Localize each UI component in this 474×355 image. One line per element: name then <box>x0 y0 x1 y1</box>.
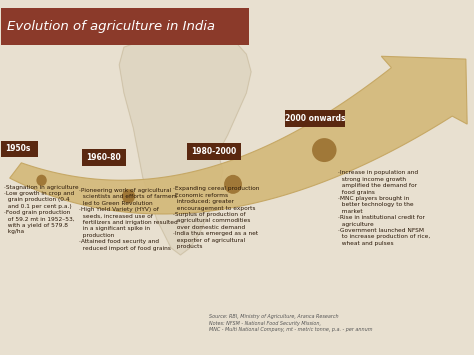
Ellipse shape <box>122 189 135 203</box>
Text: ·Stagnation in agriculture
·Low growth in crop and
  grain production (0.4
  and: ·Stagnation in agriculture ·Low growth i… <box>4 185 78 234</box>
Text: ·Expanding cereal production
·Economic reforms
  introduced; greater
  encourage: ·Expanding cereal production ·Economic r… <box>173 186 260 249</box>
Polygon shape <box>119 29 251 255</box>
FancyBboxPatch shape <box>187 143 241 160</box>
FancyBboxPatch shape <box>0 141 37 158</box>
Text: Source: RBI, Ministry of Agriculture, Aranca Research
Notes: NFSM - National Foo: Source: RBI, Ministry of Agriculture, Ar… <box>209 314 372 333</box>
Ellipse shape <box>36 175 47 186</box>
FancyBboxPatch shape <box>1 9 249 45</box>
Text: 2000 onwards: 2000 onwards <box>285 114 346 123</box>
Text: Evolution of agriculture in India: Evolution of agriculture in India <box>7 20 215 33</box>
Text: ·Pioneering work of agricultural
  scientists and efforts of farmers
  led to Gr: ·Pioneering work of agricultural scienti… <box>79 188 178 251</box>
FancyBboxPatch shape <box>285 110 346 127</box>
FancyBboxPatch shape <box>82 149 126 166</box>
Text: 1960-80: 1960-80 <box>87 153 121 162</box>
Ellipse shape <box>224 175 242 194</box>
Text: ·Increase in population and
  strong income growth
  amplified the demand for
  : ·Increase in population and strong incom… <box>338 170 430 246</box>
Text: 1950s: 1950s <box>5 144 31 153</box>
Ellipse shape <box>312 138 337 162</box>
Polygon shape <box>10 56 467 214</box>
Text: 1980-2000: 1980-2000 <box>191 147 237 156</box>
